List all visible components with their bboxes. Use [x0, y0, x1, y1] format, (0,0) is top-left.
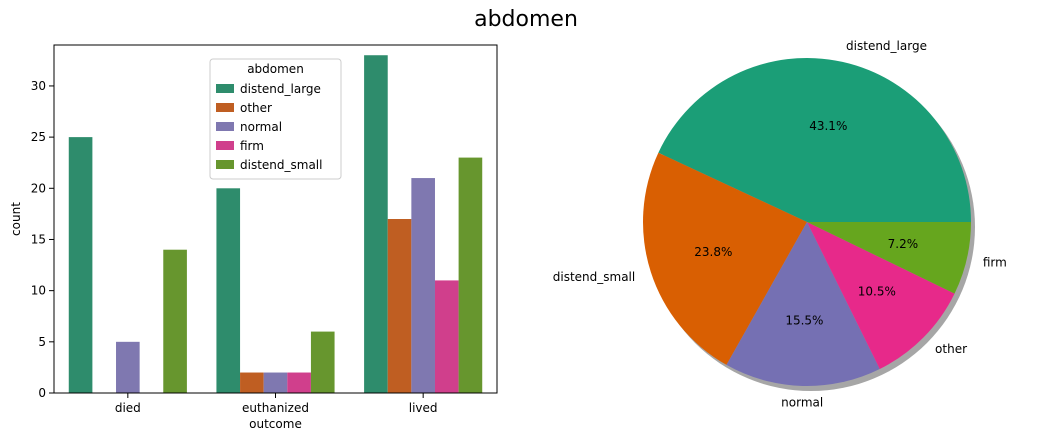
y-axis-label: count [9, 202, 23, 236]
bar-lived-distend-small [458, 157, 483, 393]
pie-label-firm: firm [983, 255, 1007, 269]
pie-label-other: other [935, 342, 967, 356]
pie-labels: 43.1% distend_large 23.8% distend_small 15.5… [553, 39, 1007, 409]
bar-lived-firm [434, 280, 459, 393]
legend-box [209, 58, 342, 180]
legend-label-other: other [240, 101, 272, 115]
pie-slice-distend-small [643, 152, 807, 365]
bar-lived-normal [411, 178, 435, 393]
pie-slice-distend-large [658, 58, 971, 222]
legend-label-distend-large: distend_large [240, 82, 321, 96]
pie-slice-normal [726, 222, 880, 386]
pie-label-distend-large: distend_large [846, 39, 927, 53]
x-tick-label-lived: lived [409, 401, 438, 415]
y-tick-label: 25 [31, 130, 46, 144]
bar-lived-other [387, 219, 412, 393]
x-tick-label-died: died [115, 401, 141, 415]
pie-slice-other [807, 222, 955, 369]
pie-pct-label-distend-large: 43.1% [809, 119, 847, 133]
bar-died-distend-large [68, 137, 93, 393]
bar-euthanized-distend-large [216, 188, 241, 393]
pie-pct-label-distend-small: 23.8% [694, 245, 732, 259]
pie-pct-label-firm: 7.2% [888, 237, 919, 251]
bars [68, 55, 483, 394]
bar-died-normal [116, 341, 140, 393]
pie-chart: 43.1% distend_large 23.8% distend_small 15.5… [553, 39, 1007, 409]
bar-chart: 0 5 10 15 20 25 30 died euthanized lived outcome… [9, 44, 498, 431]
bar-lived-distend-large [364, 55, 388, 394]
legend-label-firm: firm [240, 139, 264, 153]
x-axis-label: outcome [249, 417, 302, 431]
pie-label-normal: normal [781, 395, 823, 409]
legend-label-normal: normal [240, 120, 282, 134]
plot-frame [53, 44, 498, 394]
y-tick-label: 5 [38, 335, 46, 349]
y-tick-label: 0 [38, 386, 46, 400]
y-tick-label: 20 [31, 181, 46, 195]
pie-pct-label-other: 10.5% [858, 284, 896, 298]
y-axis: 0 5 10 15 20 25 30 [31, 79, 54, 400]
bar-died-distend-small [163, 249, 187, 393]
y-tick-label: 30 [31, 79, 46, 93]
figure-title: abdomen [474, 7, 578, 32]
x-axis: died euthanized lived [115, 393, 438, 415]
y-tick-label: 10 [31, 284, 46, 298]
legend-swatch-firm [216, 141, 234, 150]
pie-pct-label-normal: 15.5% [785, 313, 823, 327]
bar-euthanized-other [240, 372, 264, 393]
bar-euthanized-firm [287, 372, 311, 393]
pie-slice-firm [807, 222, 971, 294]
legend-swatch-distend-large [216, 84, 234, 93]
y-tick-label: 15 [31, 232, 46, 246]
bar-euthanized-distend-small [310, 331, 335, 393]
legend-swatch-other [216, 103, 234, 112]
legend-title: abdomen [247, 62, 304, 76]
legend-label-distend-small: distend_small [240, 158, 322, 172]
legend-swatch-distend-small [216, 160, 234, 169]
bar-euthanized-normal [263, 372, 288, 393]
pie-slices [643, 58, 971, 386]
pie-label-distend-small: distend_small [553, 270, 635, 284]
legend-swatch-normal [216, 122, 234, 131]
x-tick-label-euthanized: euthanized [242, 401, 309, 415]
